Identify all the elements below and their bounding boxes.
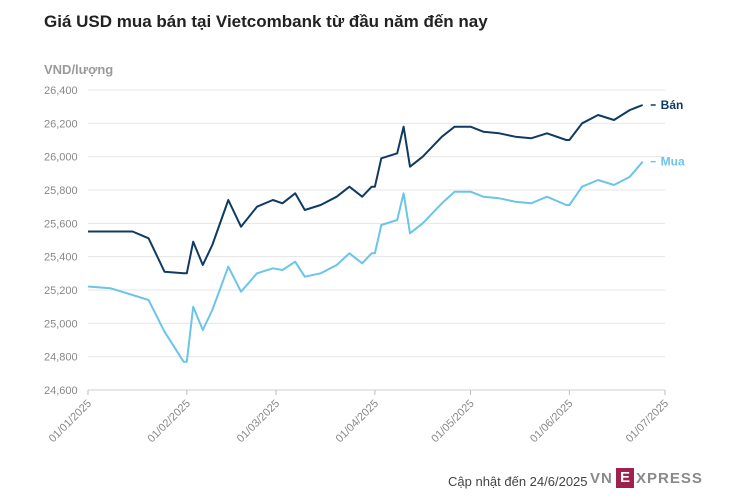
series-label: Bán xyxy=(661,98,684,112)
x-tick-label: 01/01/2025 xyxy=(47,398,94,445)
y-tick-label: 25,000 xyxy=(44,318,78,330)
x-tick-label: 01/05/2025 xyxy=(429,398,476,445)
y-tick-label: 25,200 xyxy=(44,285,78,297)
logo-text-left: VN xyxy=(590,470,613,487)
y-tick-label: 26,000 xyxy=(44,152,78,164)
chart-title: Giá USD mua bán tại Vietcombank từ đầu n… xyxy=(44,12,488,31)
y-tick-label: 26,400 xyxy=(44,85,78,97)
y-tick-label: 26,200 xyxy=(44,118,78,130)
y-tick-label: 25,400 xyxy=(44,252,78,264)
x-tick-label: 01/04/2025 xyxy=(334,398,381,445)
series-line-ban xyxy=(88,104,644,275)
update-note: Cập nhật đến 24/6/2025 xyxy=(448,474,588,489)
y-tick-label: 24,600 xyxy=(44,385,78,397)
x-tick-label: 01/03/2025 xyxy=(235,398,282,445)
series-label: Mua xyxy=(661,155,685,169)
x-tick-label: 01/07/2025 xyxy=(624,398,671,445)
series-line-mua xyxy=(87,161,644,363)
y-tick-label: 25,600 xyxy=(44,218,78,230)
y-tick-label: 24,800 xyxy=(44,352,78,364)
vnexpress-logo: VN E XPRESS xyxy=(590,468,710,490)
x-tick-label: 01/06/2025 xyxy=(528,398,575,445)
x-tick-label: 01/02/2025 xyxy=(146,398,193,445)
logo-mark: E xyxy=(616,468,634,488)
logo-text-right: XPRESS xyxy=(636,470,703,487)
y-axis-label: VND/lượng xyxy=(44,62,114,77)
y-tick-label: 25,800 xyxy=(44,185,78,197)
